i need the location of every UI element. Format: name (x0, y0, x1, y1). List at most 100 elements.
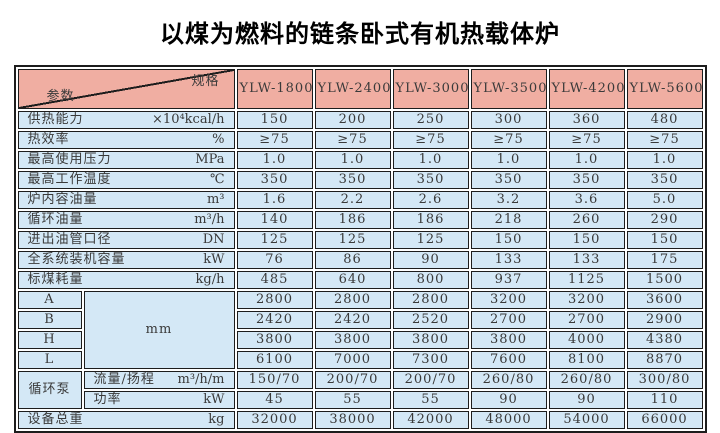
value-cell: 1500 (626, 271, 703, 289)
dimension-label: A (17, 291, 82, 309)
value-cell: 8870 (626, 351, 703, 369)
value-cell: 150 (236, 111, 313, 129)
model-header: YLW-3500 (470, 69, 547, 109)
value-cell: 3800 (470, 331, 547, 349)
spec-table: 规格 参数 YLW-1800 YLW-2400 YLW-3000 YLW-350… (13, 65, 707, 433)
value-cell: 350 (236, 171, 313, 189)
table-row: 设备总重 kg 32000 38000 42000 48000 54000 660… (17, 411, 703, 429)
param-label: 标煤耗量 (27, 272, 84, 287)
value-cell: 350 (392, 171, 469, 189)
page-title: 以煤为燃料的链条卧式有机热载体炉 (160, 20, 560, 48)
value-cell: 133 (548, 251, 625, 269)
table-row: 最高工作温度 ℃ 350 350 350 350 350 350 (17, 171, 703, 189)
table-row: 功率 kW 45 55 55 90 90 110 (18, 391, 703, 409)
table-row: L 6100 7000 7300 7600 8100 8870 (17, 351, 703, 369)
value-cell: 1.0 (626, 151, 703, 169)
value-cell: ≥75 (392, 131, 469, 149)
value-cell: 350 (314, 171, 391, 189)
table-row: 循环泵 流量/扬程 m³/h/m 150/70 200/70 200/70 260… (17, 371, 703, 409)
value-cell: 66000 (626, 411, 703, 429)
value-cell: 3200 (548, 291, 625, 309)
param-unit: kW (203, 392, 225, 407)
param-label: 最高工作温度 (27, 172, 112, 187)
table-row: 进出油管口径 DN 125 125 125 150 150 150 (17, 231, 703, 249)
value-cell: 125 (236, 231, 313, 249)
value-cell: ≥75 (626, 131, 703, 149)
value-cell: 300/80 (626, 371, 703, 389)
param-label: 功率 (93, 392, 122, 407)
header-row: 规格 参数 YLW-1800 YLW-2400 YLW-3000 YLW-350… (17, 69, 703, 109)
param-cell: 标煤耗量 kg/h (17, 271, 235, 289)
value-cell: 3.2 (470, 191, 547, 209)
param-cell: 供热能力 ×10⁴kcal/h (17, 111, 235, 129)
dimension-label: H (17, 331, 82, 349)
value-cell: 200/70 (392, 371, 469, 389)
value-cell: 2.2 (314, 191, 391, 209)
value-cell: 2800 (236, 291, 313, 309)
table-row: 全系统装机容量 kW 76 86 90 133 133 175 (17, 251, 703, 269)
param-cell: 全系统装机容量 kW (17, 251, 235, 269)
value-cell: 640 (314, 271, 391, 289)
model-header: YLW-2400 (314, 69, 391, 109)
value-cell: 1125 (548, 271, 625, 289)
value-cell: 260 (548, 211, 625, 229)
dimension-label: B (17, 311, 82, 329)
value-cell: 8100 (548, 351, 625, 369)
param-label: 进出油管口径 (27, 232, 112, 247)
pump-label: 循环泵 (17, 371, 82, 409)
value-cell: ≥75 (548, 131, 625, 149)
value-cell: 90 (392, 251, 469, 269)
model-header: YLW-4200 (548, 69, 625, 109)
value-cell: 186 (392, 211, 469, 229)
table-row: 炉内容油量 m³ 1.6 2.2 2.6 3.2 3.6 5.0 (17, 191, 703, 209)
param-label: 流量/扬程 (93, 372, 155, 387)
dimension-unit: mm (83, 291, 235, 369)
value-cell: 1.6 (236, 191, 313, 209)
value-cell: 90 (548, 391, 625, 409)
value-cell: 218 (470, 211, 547, 229)
value-cell: 3800 (236, 331, 313, 349)
value-cell: ≥75 (314, 131, 391, 149)
value-cell: 4380 (626, 331, 703, 349)
param-unit: ℃ (209, 172, 225, 187)
value-cell: 125 (392, 231, 469, 249)
param-label: 全系统装机容量 (27, 252, 126, 267)
value-cell: 200 (314, 111, 391, 129)
value-cell: 32000 (236, 411, 313, 429)
value-cell: 485 (236, 271, 313, 289)
value-cell: 200/70 (314, 371, 391, 389)
table-row: A mm 2800 2800 2800 3200 3200 3600 (17, 291, 703, 369)
value-cell: 54000 (548, 411, 625, 429)
value-cell: 1.0 (548, 151, 625, 169)
param-unit: ×10⁴kcal/h (152, 112, 225, 127)
value-cell: 150 (626, 231, 703, 249)
value-cell: 2800 (314, 291, 391, 309)
value-cell: 1.0 (392, 151, 469, 169)
model-header: YLW-1800 (236, 69, 313, 109)
table-row: 最高使用压力 MPa 1.0 1.0 1.0 1.0 1.0 1.0 (17, 151, 703, 169)
value-cell: 3800 (392, 331, 469, 349)
value-cell: 350 (626, 171, 703, 189)
value-cell: 3200 (470, 291, 547, 309)
param-unit: m³/h (194, 212, 225, 227)
value-cell: 48000 (470, 411, 547, 429)
value-cell: 55 (392, 391, 469, 409)
value-cell: 2420 (236, 311, 313, 329)
param-unit: kW (203, 252, 225, 267)
param-unit: DN (202, 232, 225, 247)
value-cell: 55 (314, 391, 391, 409)
value-cell: 480 (626, 111, 703, 129)
value-cell: 3600 (626, 291, 703, 309)
value-cell: 4000 (548, 331, 625, 349)
value-cell: 7600 (470, 351, 547, 369)
table-row: 循环油量 m³/h 140 186 186 218 260 290 (17, 211, 703, 229)
param-unit: MPa (195, 152, 225, 167)
value-cell: 260/80 (470, 371, 547, 389)
table-row: H 3800 3800 3800 3800 4000 4380 (17, 331, 703, 349)
value-cell: 3.6 (548, 191, 625, 209)
param-label: 热效率 (27, 132, 70, 147)
value-cell: 1.0 (236, 151, 313, 169)
value-cell: 86 (314, 251, 391, 269)
value-cell: 350 (548, 171, 625, 189)
value-cell: 1.0 (470, 151, 547, 169)
